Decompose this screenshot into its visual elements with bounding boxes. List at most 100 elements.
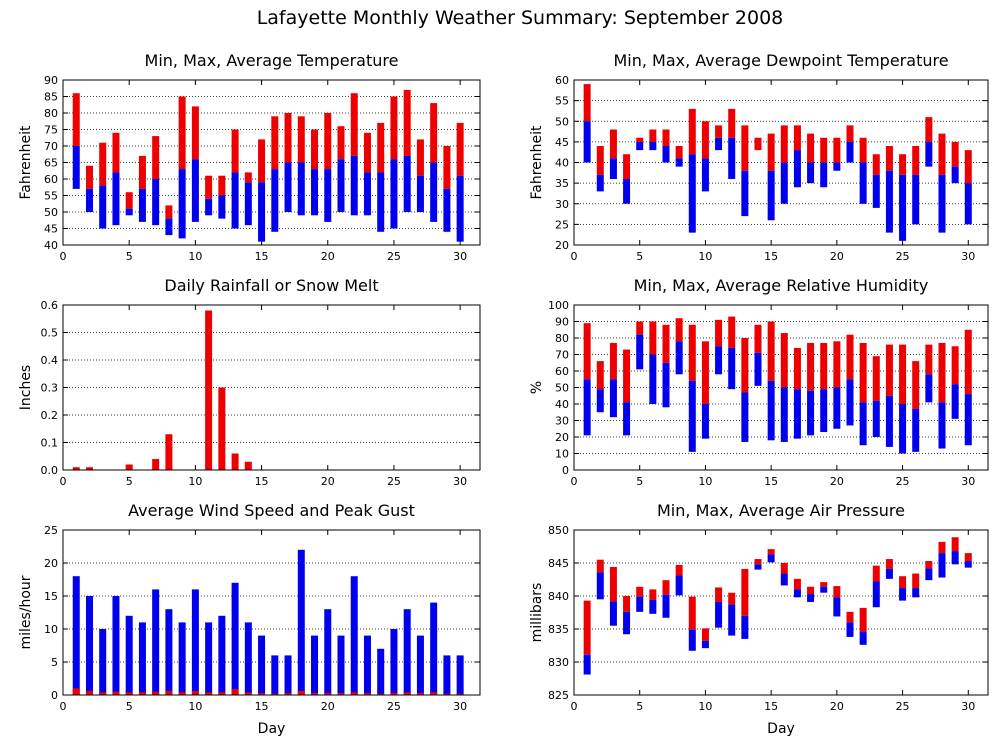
bar-min-segment <box>350 155 358 216</box>
x-tick-label: 20 <box>830 250 844 263</box>
bar-average-wind <box>456 693 464 695</box>
bar-max-segment <box>675 564 683 576</box>
bar-min-segment <box>964 561 972 568</box>
y-tick-label: 830 <box>548 656 569 669</box>
bar-peak-gust <box>350 576 358 695</box>
x-tick-label: 0 <box>571 475 578 488</box>
x-tick-label: 30 <box>961 250 975 263</box>
bar-min-segment <box>596 389 604 413</box>
bar-peak-gust <box>138 622 146 695</box>
bar-min-segment <box>271 169 279 232</box>
bar-peak-gust <box>152 589 160 695</box>
bar-max-segment <box>430 103 438 163</box>
x-tick-label: 15 <box>764 700 778 713</box>
bar-average-wind <box>337 693 345 695</box>
bar-min-segment <box>609 379 617 418</box>
bar-max-segment <box>583 323 591 380</box>
x-tick-label: 15 <box>255 475 269 488</box>
bar-min-segment <box>701 404 709 439</box>
bar-rainfall <box>152 459 160 470</box>
chart-panel-humidity: Min, Max, Average Relative Humidity 0 10 20… <box>529 276 989 488</box>
bar-peak-gust <box>165 609 173 695</box>
x-tick-label: 10 <box>188 700 202 713</box>
bar-min-segment <box>793 589 801 598</box>
bar-max-segment <box>688 324 696 381</box>
bar-max-segment <box>964 329 972 395</box>
bar-peak-gust <box>85 596 93 695</box>
y-axis-label: Inches <box>18 365 34 410</box>
y-tick-label: 100 <box>548 299 569 312</box>
bar-max-segment <box>416 139 424 176</box>
y-tick-label: 40 <box>555 398 569 411</box>
bar-average-wind <box>350 692 358 695</box>
bar-min-segment <box>780 162 788 204</box>
bar-max-segment <box>728 316 736 348</box>
bar-min-segment <box>390 159 398 229</box>
x-tick-label: 10 <box>698 250 712 263</box>
bar-max-segment <box>859 607 867 632</box>
y-tick-label: 0.4 <box>41 354 59 367</box>
bar-min-segment <box>793 389 801 439</box>
bar-min-segment <box>609 158 617 179</box>
y-tick-label: 835 <box>548 623 569 636</box>
bar-min-segment <box>964 183 972 225</box>
bar-peak-gust <box>377 648 385 695</box>
x-tick-label: 20 <box>830 475 844 488</box>
bar-max-segment <box>938 541 946 554</box>
bar-max-segment <box>715 125 723 138</box>
bar-min-segment <box>767 380 775 441</box>
bar-max-segment <box>675 318 683 342</box>
bar-min-segment <box>125 208 133 216</box>
x-tick-label: 15 <box>255 250 269 263</box>
bar-average-wind <box>191 691 199 695</box>
bar-average-wind <box>390 693 398 695</box>
bar-average-wind <box>178 692 186 695</box>
bar-max-segment <box>112 132 120 173</box>
bar-min-segment <box>715 137 723 151</box>
bar-max-segment <box>872 356 880 401</box>
bar-max-segment <box>609 129 617 159</box>
bar-peak-gust <box>363 635 371 695</box>
y-tick-label: 10 <box>555 448 569 461</box>
y-axis-label: % <box>529 381 545 394</box>
data-bars <box>583 537 972 675</box>
bar-max-segment <box>662 129 670 146</box>
bar-min-segment <box>741 615 749 639</box>
bar-min-segment <box>138 188 146 222</box>
bar-min-segment <box>430 162 438 222</box>
bar-peak-gust <box>430 602 438 695</box>
x-tick-label: 5 <box>126 475 133 488</box>
bar-max-segment <box>701 121 709 159</box>
bar-peak-gust <box>416 635 424 695</box>
bar-peak-gust <box>218 615 226 695</box>
bar-min-segment <box>636 141 644 151</box>
bar-peak-gust <box>191 589 199 695</box>
chart-panel-wind: Average Wind Speed and Peak Gust 0 5 10 15 20… <box>18 501 481 737</box>
bar-min-segment <box>636 596 644 612</box>
chart-title: Average Wind Speed and Peak Gust <box>128 501 415 520</box>
y-tick-label: 70 <box>44 140 58 153</box>
bar-min-segment <box>872 174 880 208</box>
bar-max-segment <box>964 553 972 562</box>
x-tick-label: 15 <box>764 475 778 488</box>
bar-max-segment <box>609 342 617 380</box>
y-tick-label: 35 <box>555 177 569 190</box>
bar-min-segment <box>244 182 252 226</box>
bar-peak-gust <box>112 596 120 695</box>
y-tick-label: 0.1 <box>41 437 59 450</box>
bar-min-segment <box>99 185 107 229</box>
bar-max-segment <box>793 578 801 590</box>
x-tick-label: 15 <box>764 250 778 263</box>
bar-peak-gust <box>390 629 398 695</box>
bar-max-segment <box>899 154 907 175</box>
bar-max-segment <box>337 126 345 160</box>
bar-average-wind <box>112 691 120 695</box>
bar-max-segment <box>72 93 80 146</box>
bar-min-segment <box>311 169 319 216</box>
y-tick-label: 20 <box>555 239 569 252</box>
bar-min-segment <box>899 174 907 241</box>
bar-average-wind <box>363 693 371 695</box>
bar-max-segment <box>350 93 358 156</box>
bar-min-segment <box>754 352 762 386</box>
